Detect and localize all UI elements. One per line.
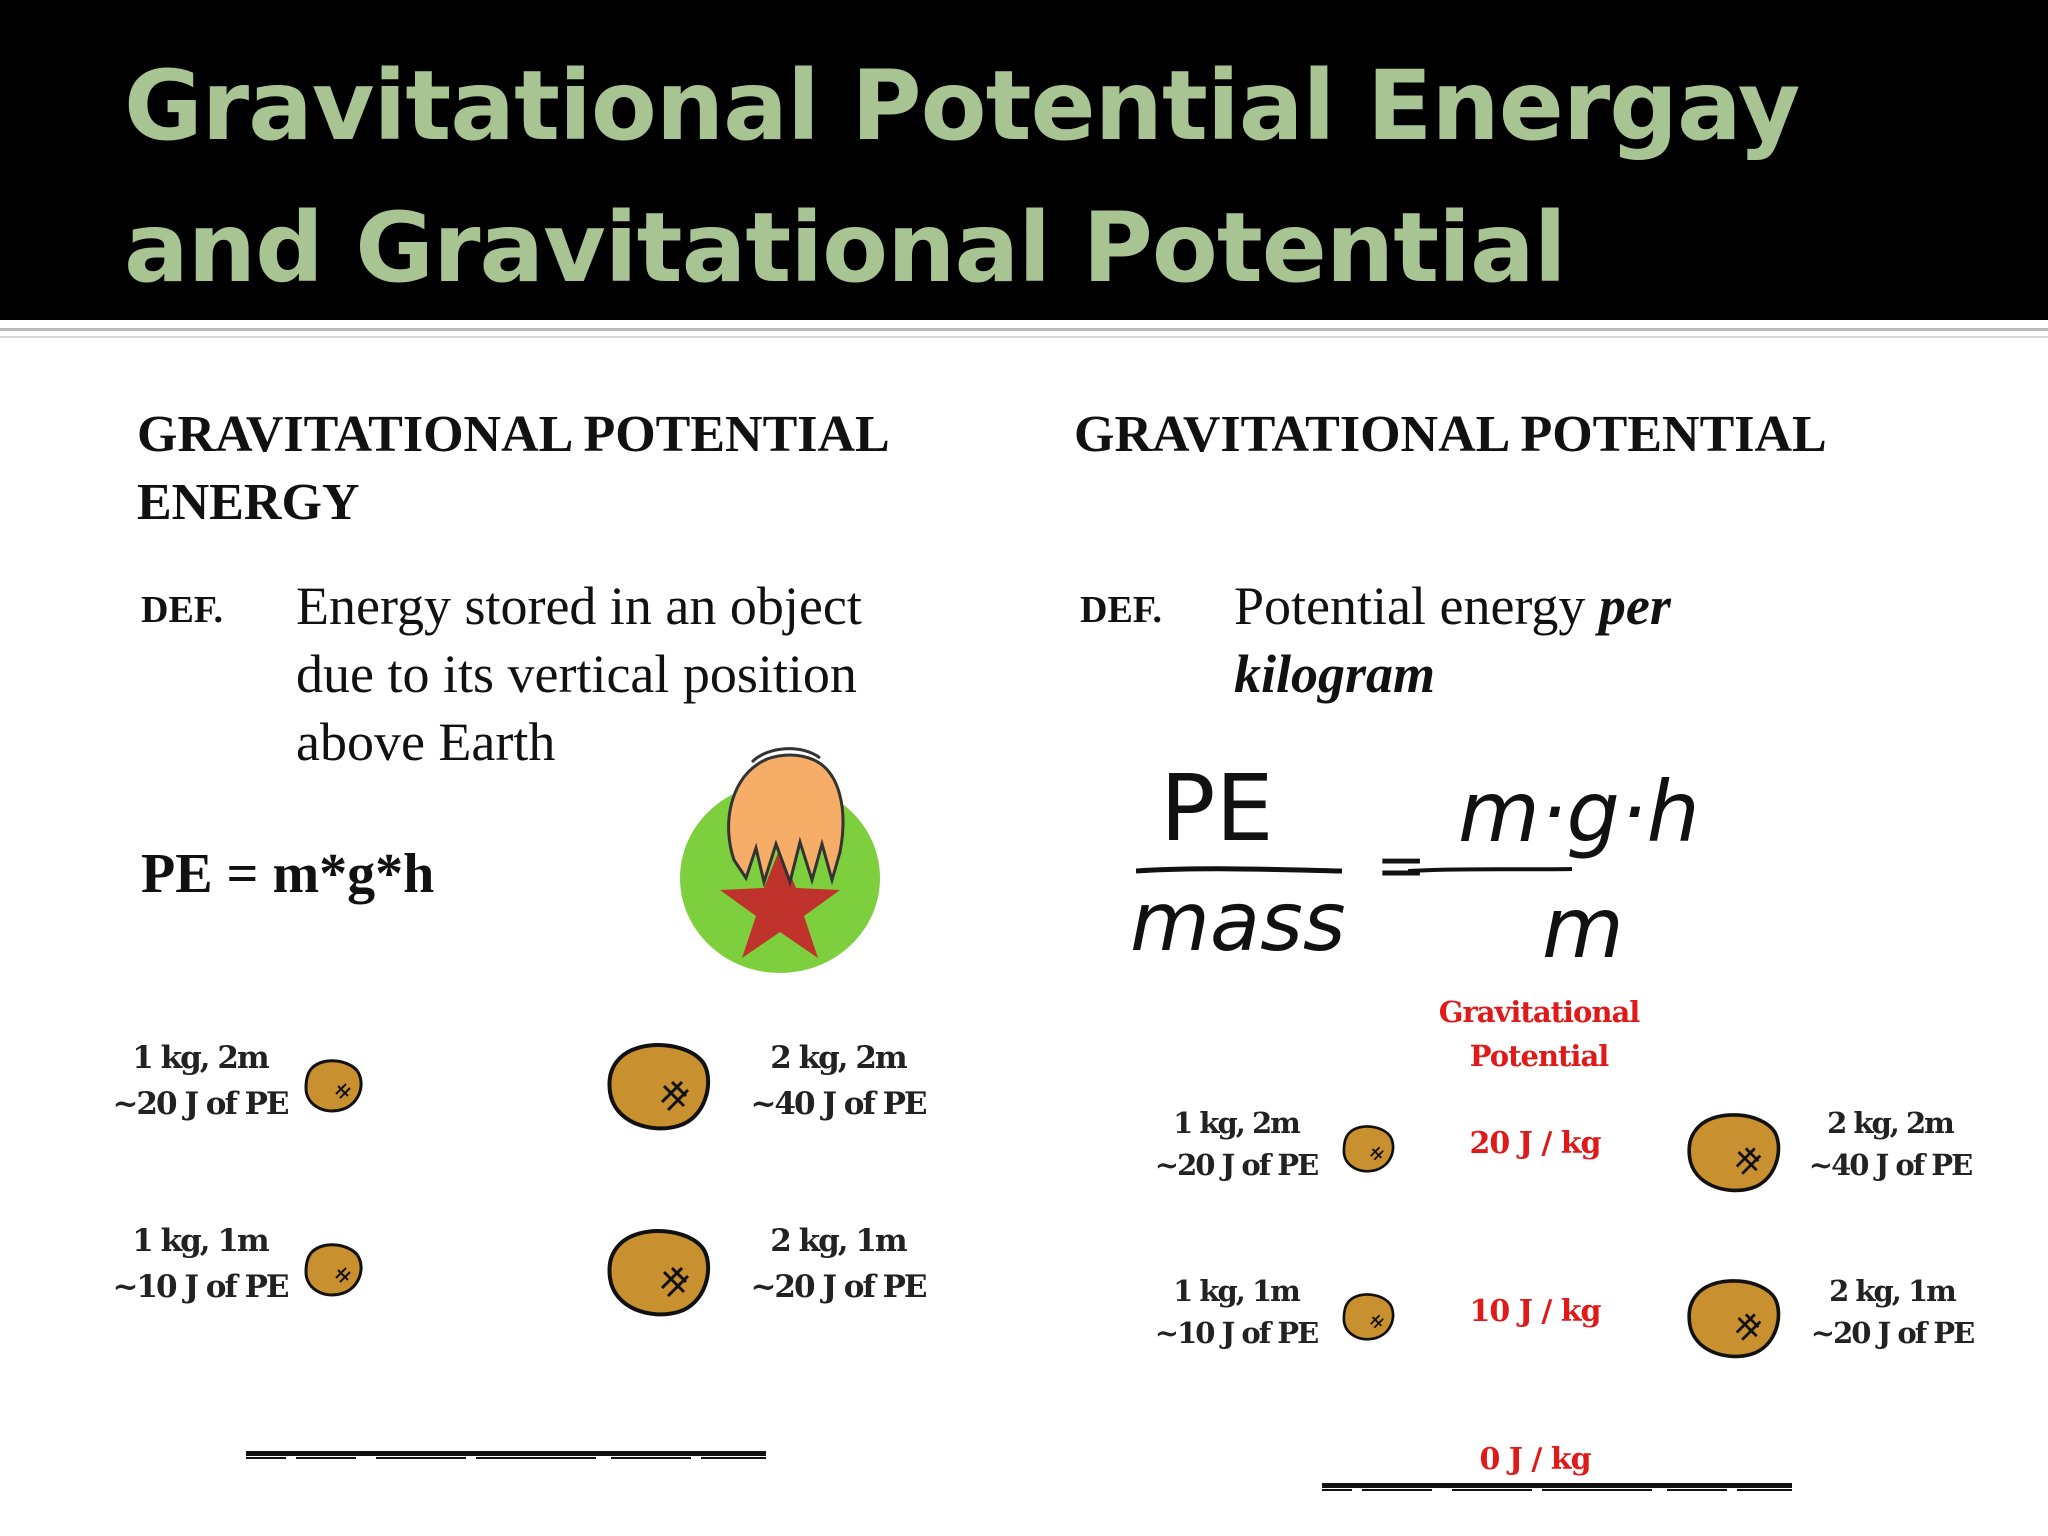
right-def-plain: Potential energy	[1234, 576, 1599, 636]
right-def-emph2: kilogram	[1234, 644, 1436, 704]
left-rock-label-3: 1 kg, 1m ~10 J of PE	[112, 1223, 289, 1305]
ratio-m: m	[1542, 879, 1624, 977]
left-heading-line2: ENERGY	[137, 474, 360, 531]
slide-title-line2: and Gravitational Potential	[124, 192, 1567, 304]
ground-line	[1322, 1483, 1792, 1491]
right-rock-label-2: 2 kg, 2m ~40 J of PE	[1808, 1106, 1973, 1182]
left-def-line1: Energy stored in an object	[296, 576, 862, 636]
left-definition: Energy stored in an object due to its ve…	[296, 572, 862, 776]
right-heading: GRAVITATIONAL POTENTIAL	[1074, 406, 1827, 463]
title-bar: Gravitational Potential Energay and Grav…	[0, 0, 2048, 320]
ground-line	[246, 1451, 766, 1459]
rock-icon	[1687, 1279, 1781, 1359]
potential-value-10: 10 J / kg	[1469, 1294, 1602, 1329]
rock-icon	[607, 1043, 711, 1131]
right-rock-label-1: 1 kg, 2m ~20 J of PE	[1154, 1106, 1319, 1182]
left-rock-label-1: 1 kg, 2m ~20 J of PE	[112, 1040, 289, 1122]
ratio-mgh: m·g·h	[1458, 763, 1700, 861]
left-def-label: DEF.	[141, 589, 224, 631]
right-rock-label-3: 1 kg, 1m ~10 J of PE	[1154, 1274, 1319, 1350]
left-heading-line1: GRAVITATIONAL POTENTIAL	[137, 406, 890, 463]
left-def-line3: above Earth	[296, 712, 556, 772]
rock-icon	[304, 1059, 363, 1113]
potential-value-0: 0 J / kg	[1479, 1442, 1591, 1477]
rock-icon	[1342, 1125, 1395, 1173]
right-def-label: DEF.	[1080, 589, 1163, 631]
rock-icon	[1342, 1293, 1395, 1341]
rock-icon	[607, 1229, 711, 1317]
rock-icon	[304, 1243, 363, 1297]
pe-formula: PE = m*g*h	[141, 843, 435, 905]
rock-icon	[1687, 1113, 1781, 1193]
potential-label: Gravitational Potential	[1438, 995, 1641, 1073]
ratio-equals: =	[1376, 831, 1427, 901]
ratio-pe: PE	[1160, 755, 1274, 862]
right-def-emph1: per	[1598, 576, 1671, 636]
hand-holding-ball-icon	[680, 747, 880, 973]
right-rock-label-4: 2 kg, 1m ~20 J of PE	[1810, 1274, 1975, 1350]
divider-line	[0, 328, 2048, 331]
ratio-mass: mass	[1130, 875, 1346, 970]
potential-value-20: 20 J / kg	[1469, 1126, 1602, 1161]
left-rock-label-4: 2 kg, 1m ~20 J of PE	[750, 1223, 927, 1305]
ratio-fraction-lines	[1136, 866, 1573, 874]
slide-title-line1: Gravitational Potential Energay	[124, 50, 1800, 162]
left-def-line2: due to its vertical position	[296, 644, 857, 704]
left-rock-label-2: 2 kg, 2m ~40 J of PE	[750, 1040, 927, 1122]
right-definition: Potential energy per kilogram	[1234, 572, 1671, 708]
divider-line-secondary	[0, 336, 2048, 338]
